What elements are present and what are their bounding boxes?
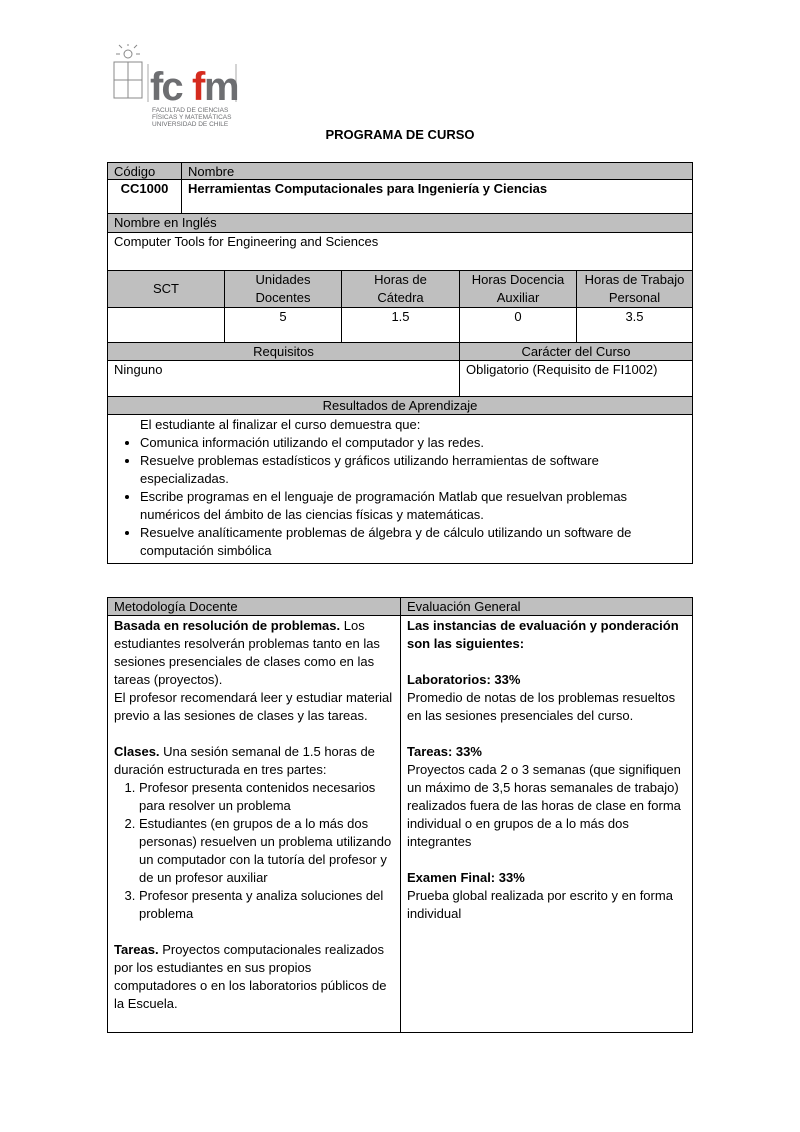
english-label: Nombre en Inglés <box>107 213 693 233</box>
method-p1: Los estudiantes resolverán problemas tan… <box>114 618 380 687</box>
caracter-label: Carácter del Curso <box>459 342 693 361</box>
hours-header-personal: Horas de Trabajo Personal <box>576 270 693 308</box>
results-item: Comunica información utilizando el compu… <box>140 434 686 452</box>
fcfm-logo: fc f m FACULTAD DE CIENCIAS FÍSICAS Y MA… <box>110 44 250 130</box>
eval-label: Evaluación General <box>400 597 693 616</box>
method-content: Basada en resolución de problemas. Los e… <box>107 615 401 1033</box>
tareas-text: Proyectos computacionales realizados por… <box>114 942 387 1011</box>
clases-bold: Clases. <box>114 744 160 759</box>
caracter-value: Obligatorio (Requisito de FI1002) <box>459 360 693 397</box>
eval-content: Las instancias de evaluación y ponderaci… <box>400 615 693 1033</box>
eval-item-text: Promedio de notas de los problemas resue… <box>407 690 676 723</box>
svg-text:UNIVERSIDAD DE CHILE: UNIVERSIDAD DE CHILE <box>152 121 229 128</box>
method-step: Profesor presenta contenidos necesarios … <box>139 779 394 815</box>
eval-item-text: Prueba global realizada por escrito y en… <box>407 888 673 921</box>
hours-header-sct: SCT <box>107 270 225 308</box>
course-code: CC1000 <box>107 179 182 214</box>
hours-value-personal: 3.5 <box>576 307 693 343</box>
svg-text:m: m <box>204 65 240 109</box>
code-label: Código <box>107 162 182 180</box>
course-name: Herramientas Computacionales para Ingeni… <box>181 179 693 214</box>
clases-text: Una sesión semanal de 1.5 horas de durac… <box>114 744 375 777</box>
results-item: Resuelve problemas estadísticos y gráfic… <box>140 452 686 488</box>
requisitos-label: Requisitos <box>107 342 460 361</box>
hours-value-sct <box>107 307 225 343</box>
page-title: PROGRAMA DE CURSO <box>325 127 475 142</box>
hours-header-catedra: Horas de Cátedra <box>341 270 460 308</box>
method-step: Estudiantes (en grupos de a lo más dos p… <box>139 815 394 887</box>
eval-item-title: Laboratorios: 33% <box>407 672 521 687</box>
svg-text:FÍSICAS Y MATEMÁTICAS: FÍSICAS Y MATEMÁTICAS <box>152 112 232 121</box>
svg-text:FACULTAD DE CIENCIAS: FACULTAD DE CIENCIAS <box>152 107 229 114</box>
method-p1-bold: Basada en resolución de problemas. <box>114 618 341 633</box>
method-step: Profesor presenta y analiza soluciones d… <box>139 887 394 923</box>
eval-intro: Las instancias de evaluación y ponderaci… <box>407 618 679 651</box>
eval-item-text: Proyectos cada 2 o 3 semanas (que signif… <box>407 762 681 849</box>
tareas-bold: Tareas. <box>114 942 159 957</box>
hours-value-catedra: 1.5 <box>341 307 460 343</box>
hours-header-auxiliar: Horas Docencia Auxiliar <box>459 270 577 308</box>
english-name: Computer Tools for Engineering and Scien… <box>107 232 693 271</box>
results-intro: El estudiante al finalizar el curso demu… <box>140 417 421 432</box>
method-p2: El profesor recomendará leer y estudiar … <box>114 690 393 723</box>
results-label: Resultados de Aprendizaje <box>107 396 693 415</box>
method-label: Metodología Docente <box>107 597 401 616</box>
requisitos-value: Ninguno <box>107 360 460 397</box>
hours-value-auxiliar: 0 <box>459 307 577 343</box>
results-item: Escribe programas en el lenguaje de prog… <box>140 488 686 524</box>
eval-item-title: Examen Final: 33% <box>407 870 525 885</box>
results-item: Resuelve analíticamente problemas de álg… <box>140 524 686 560</box>
results-content: El estudiante al finalizar el curso demu… <box>107 414 693 564</box>
svg-text:fc: fc <box>150 65 183 109</box>
name-label: Nombre <box>181 162 693 180</box>
eval-item-title: Tareas: 33% <box>407 744 482 759</box>
hours-value-units: 5 <box>224 307 342 343</box>
hours-header-units: Unidades Docentes <box>224 270 342 308</box>
svg-text:f: f <box>192 65 206 109</box>
